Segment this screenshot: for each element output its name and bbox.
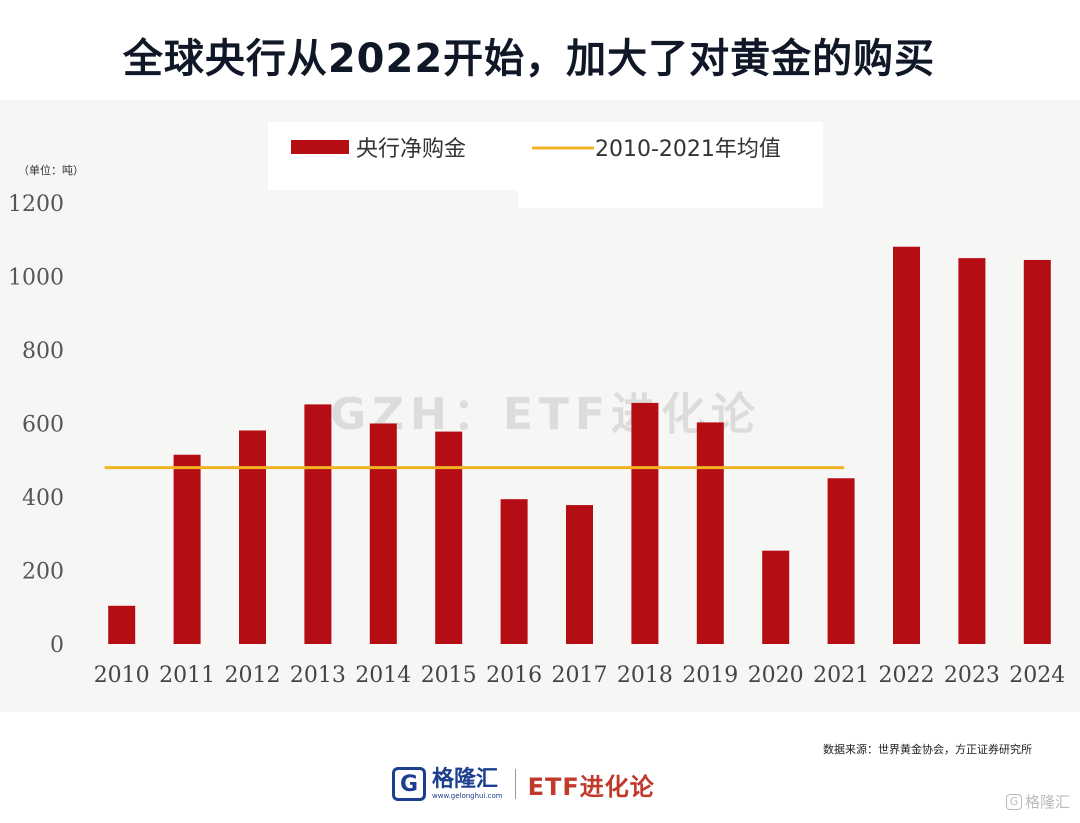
y-tick-label: 200 bbox=[22, 560, 64, 585]
bar-2016 bbox=[500, 499, 528, 644]
bars bbox=[108, 246, 1051, 645]
unit-label: （单位：吨） bbox=[18, 163, 84, 177]
y-tick-label: 0 bbox=[50, 633, 64, 658]
corner-watermark-text: 格隆汇 bbox=[1024, 793, 1070, 811]
x-tick-label: 2022 bbox=[879, 663, 935, 688]
legend-swatch-bar bbox=[291, 140, 349, 154]
legend-background-left bbox=[268, 122, 518, 190]
x-axis: 2010 2011 2012 2013 2014 2015 2016 2017 2018 2019… bbox=[94, 663, 1066, 688]
legend-label-bar: 央行净购金 bbox=[356, 137, 466, 162]
footer-brand: G 格隆汇 www.gelonghui.com ETF进化论 bbox=[392, 764, 655, 804]
bar-2010 bbox=[108, 605, 136, 644]
bar-2021 bbox=[827, 478, 855, 644]
y-axis: 0 200 400 600 800 1000 1200 bbox=[8, 192, 64, 658]
x-tick-label: 2024 bbox=[1009, 663, 1065, 688]
x-tick-label: 2020 bbox=[748, 663, 804, 688]
y-tick-label: 400 bbox=[22, 486, 64, 511]
x-tick-label: 2019 bbox=[682, 663, 738, 688]
x-tick-label: 2023 bbox=[944, 663, 1000, 688]
bar-2019 bbox=[696, 422, 724, 644]
x-tick-label: 2014 bbox=[355, 663, 411, 688]
x-tick-label: 2015 bbox=[421, 663, 477, 688]
watermark: GZH：ETF进化论 bbox=[330, 389, 761, 440]
etf-brand-label: ETF进化论 bbox=[527, 772, 655, 801]
x-tick-label: 2016 bbox=[486, 663, 542, 688]
brand-url: www.gelonghui.com bbox=[432, 791, 503, 800]
x-tick-label: 2013 bbox=[290, 663, 346, 688]
corner-watermark: G 格隆汇 bbox=[1005, 791, 1070, 812]
bar-2023 bbox=[958, 258, 986, 644]
gelonghui-logo-icon: G bbox=[392, 767, 426, 801]
chart-title: 全球央行从2022开始，加大了对黄金的购买 bbox=[122, 36, 936, 82]
chart-panel: 央行净购金 2010-2021年均值 （单位：吨） GZH：ETF进化论 0 20… bbox=[0, 100, 1080, 712]
bar-2017 bbox=[566, 505, 593, 644]
bar-2022 bbox=[893, 246, 920, 645]
bar-2024 bbox=[1023, 259, 1051, 644]
bar-2015 bbox=[435, 431, 463, 644]
bar-chart: 央行净购金 2010-2021年均值 （单位：吨） GZH：ETF进化论 0 20… bbox=[8, 122, 1066, 688]
legend: 央行净购金 2010-2021年均值 bbox=[291, 137, 781, 162]
legend-label-line: 2010-2021年均值 bbox=[595, 137, 781, 162]
y-tick-label: 600 bbox=[22, 413, 64, 438]
x-tick-label: 2017 bbox=[552, 663, 608, 688]
x-tick-label: 2018 bbox=[617, 663, 673, 688]
x-tick-label: 2010 bbox=[94, 663, 150, 688]
bar-2020 bbox=[762, 550, 790, 644]
corner-logo-icon: G bbox=[1005, 793, 1022, 810]
brand-name: 格隆汇 bbox=[432, 766, 499, 792]
x-tick-label: 2011 bbox=[159, 663, 215, 688]
y-tick-label: 1200 bbox=[8, 192, 64, 217]
bar-2014 bbox=[369, 423, 397, 644]
legend-background-right bbox=[518, 122, 823, 208]
bar-2013 bbox=[304, 404, 332, 644]
brand-divider bbox=[514, 769, 516, 799]
bar-2012 bbox=[239, 430, 266, 644]
x-tick-label: 2021 bbox=[813, 663, 869, 688]
bar-2011 bbox=[173, 454, 201, 644]
source-note: 数据来源：世界黄金协会，方正证券研究所 bbox=[823, 743, 1032, 756]
x-tick-label: 2012 bbox=[225, 663, 281, 688]
y-tick-label: 800 bbox=[22, 339, 64, 364]
y-tick-label: 1000 bbox=[8, 266, 64, 291]
bar-2018 bbox=[631, 402, 659, 644]
